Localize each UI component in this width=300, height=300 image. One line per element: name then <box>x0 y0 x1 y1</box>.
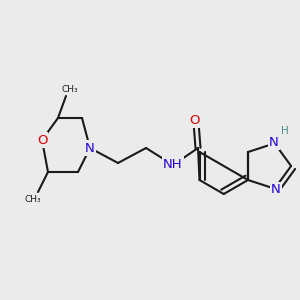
Text: N: N <box>85 142 95 154</box>
Text: N: N <box>271 183 281 196</box>
Text: NH: NH <box>163 158 183 170</box>
Text: H: H <box>281 126 289 136</box>
Text: O: O <box>189 113 199 127</box>
Text: N: N <box>269 136 278 149</box>
Text: O: O <box>37 134 47 146</box>
Text: CH₃: CH₃ <box>62 85 78 94</box>
Text: CH₃: CH₃ <box>25 196 41 205</box>
